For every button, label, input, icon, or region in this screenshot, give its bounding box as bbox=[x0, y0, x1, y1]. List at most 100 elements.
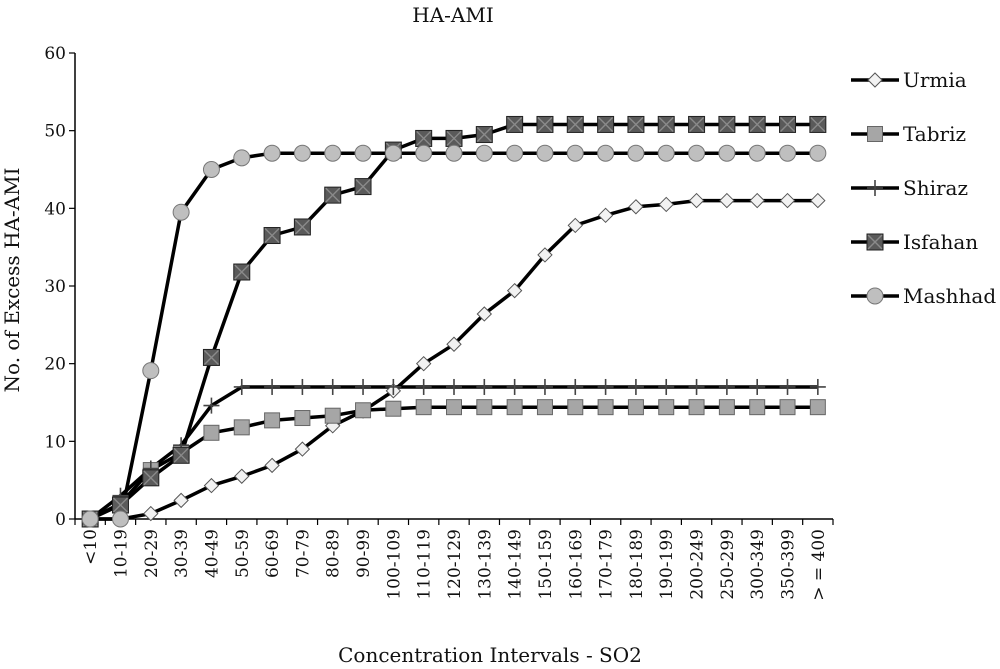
x-tick-label: 90-99 bbox=[354, 529, 374, 578]
data-point-urmia bbox=[234, 468, 250, 484]
circle-marker-shape bbox=[866, 287, 884, 305]
data-point-shiraz bbox=[355, 378, 372, 395]
x-tick-label: 20-29 bbox=[142, 529, 162, 578]
xsquare-marker-x2 bbox=[507, 116, 523, 132]
data-point-shiraz bbox=[597, 378, 614, 395]
data-point-shiraz bbox=[294, 378, 311, 395]
data-point-urmia bbox=[446, 336, 462, 352]
square-marker-shape bbox=[688, 399, 705, 416]
x-tick-label: 250-299 bbox=[718, 529, 738, 600]
data-point-isfahan bbox=[809, 115, 827, 133]
data-point-isfahan bbox=[475, 126, 493, 144]
xsquare-marker-x2 bbox=[112, 497, 128, 513]
data-point-shiraz bbox=[779, 378, 796, 395]
data-point-mashhad bbox=[506, 144, 524, 162]
diamond-marker-shape bbox=[658, 196, 674, 213]
x-tick-label: 300-349 bbox=[748, 529, 768, 600]
data-point-isfahan bbox=[324, 186, 342, 204]
data-point-urmia bbox=[143, 505, 159, 522]
x-tick-label: 150-159 bbox=[536, 529, 556, 600]
data-point-shiraz bbox=[446, 378, 462, 395]
square-marker-shape bbox=[658, 399, 675, 416]
legend-label: Isfahan bbox=[903, 230, 978, 254]
x-tick-label: > = 400 bbox=[809, 529, 829, 601]
square-marker-shape bbox=[324, 407, 341, 424]
data-point-urmia bbox=[537, 247, 553, 263]
x-tick-label: 100-109 bbox=[384, 529, 404, 600]
y-tick-label: 60 bbox=[44, 44, 66, 64]
x-tick-label: 110-119 bbox=[415, 529, 435, 600]
diamond-marker-shape bbox=[749, 192, 765, 209]
data-point-shiraz bbox=[688, 378, 705, 395]
data-point-urmia bbox=[294, 441, 311, 457]
data-point-shiraz bbox=[385, 378, 402, 395]
data-point-urmia bbox=[415, 355, 432, 372]
data-point-urmia bbox=[779, 192, 796, 209]
data-point-tabriz bbox=[264, 412, 281, 429]
data-point-mashhad bbox=[597, 144, 615, 162]
square-marker-shape bbox=[567, 399, 584, 416]
xsquare-marker-x2 bbox=[567, 116, 583, 132]
xsquare-marker-x2 bbox=[537, 116, 553, 132]
x-axis-label: Concentration Intervals - SO2 bbox=[338, 643, 642, 667]
circle-marker-shape bbox=[384, 144, 402, 162]
diamond-marker-shape bbox=[867, 72, 883, 88]
data-point-mashhad bbox=[324, 144, 342, 162]
x-tick-label: 160-169 bbox=[566, 529, 586, 600]
diamond-marker-shape bbox=[779, 192, 796, 209]
square-marker-shape bbox=[385, 400, 402, 417]
data-point-isfahan bbox=[779, 115, 797, 133]
x-tick-label: 140-149 bbox=[506, 529, 526, 600]
data-point-shiraz bbox=[233, 378, 250, 395]
diamond-marker-shape bbox=[415, 355, 432, 372]
diamond-marker-shape bbox=[597, 207, 614, 224]
circle-marker-shape bbox=[718, 144, 736, 162]
xsquare-marker-x2 bbox=[719, 116, 735, 132]
diamond-marker-shape bbox=[143, 505, 159, 522]
xsquare-marker-x2 bbox=[749, 116, 765, 132]
data-point-mashhad bbox=[779, 144, 797, 162]
x-tick-label: 200-249 bbox=[688, 529, 708, 600]
x-tick-label: 40-49 bbox=[202, 529, 222, 578]
diamond-marker-shape bbox=[173, 492, 189, 509]
data-point-mashhad bbox=[566, 144, 584, 162]
diamond-marker-shape bbox=[294, 441, 311, 457]
xsquare-marker-x2 bbox=[416, 130, 432, 146]
data-point-isfahan bbox=[688, 115, 706, 133]
data-point-urmia bbox=[628, 199, 644, 215]
data-point-tabriz bbox=[203, 424, 220, 441]
data-point-tabriz bbox=[809, 399, 826, 416]
circle-marker-shape bbox=[445, 144, 463, 162]
data-point-tabriz bbox=[749, 399, 766, 416]
circle-marker-shape bbox=[142, 362, 160, 380]
data-point-tabriz bbox=[355, 402, 372, 419]
diamond-marker-shape bbox=[264, 457, 280, 474]
xsquare-marker-x2 bbox=[810, 116, 826, 132]
data-point-tabriz bbox=[718, 399, 735, 416]
data-point-shiraz bbox=[203, 397, 220, 414]
x-tick-label: 70-79 bbox=[293, 529, 313, 578]
xsquare-marker-x2 bbox=[867, 234, 883, 250]
data-point-tabriz bbox=[385, 400, 402, 417]
x-tick-label: <10 bbox=[81, 529, 101, 565]
data-point-shiraz bbox=[627, 378, 644, 395]
legend-item-shiraz: Shiraz bbox=[851, 176, 968, 200]
series-lines bbox=[89, 122, 818, 521]
square-marker-shape bbox=[779, 399, 796, 416]
data-point-mashhad bbox=[445, 144, 463, 162]
data-point-isfahan bbox=[445, 129, 463, 147]
circle-marker-shape bbox=[81, 510, 99, 528]
data-point-shiraz bbox=[749, 378, 766, 395]
legend: Urmia Tabriz Shiraz Isfahan Mashhad bbox=[851, 68, 996, 308]
x-tick-label: 120-129 bbox=[445, 529, 465, 600]
legend-label: Shiraz bbox=[903, 176, 968, 200]
xsquare-marker-x2 bbox=[264, 228, 280, 244]
data-point-tabriz bbox=[446, 399, 462, 416]
xsquare-marker-x2 bbox=[355, 179, 371, 195]
data-point-urmia bbox=[264, 457, 280, 474]
data-point-isfahan bbox=[718, 115, 736, 133]
xsquare-marker-x2 bbox=[203, 349, 219, 365]
square-marker-shape bbox=[597, 399, 614, 416]
x-tick-label: 60-69 bbox=[263, 529, 283, 578]
